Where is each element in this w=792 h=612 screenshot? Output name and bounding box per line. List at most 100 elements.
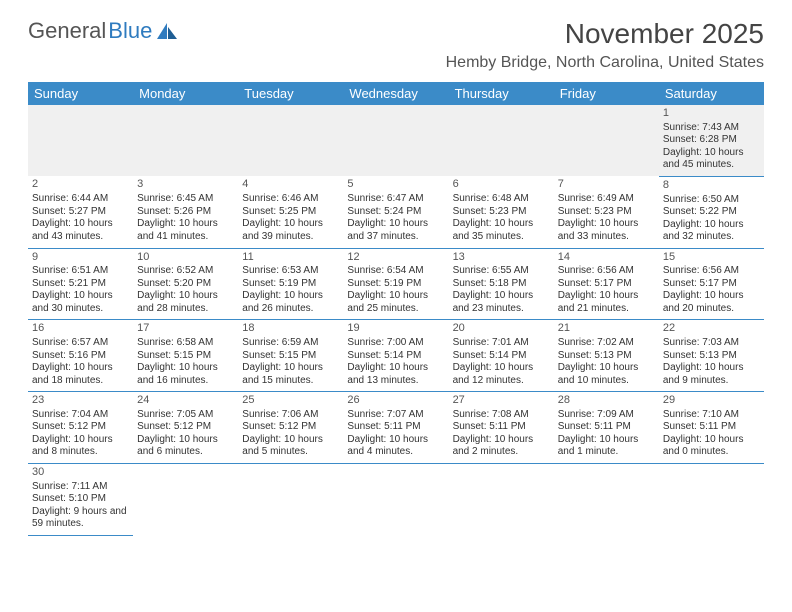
month-title: November 2025 bbox=[446, 18, 764, 50]
daylight-text: Daylight: 10 hours and 5 minutes. bbox=[242, 434, 339, 459]
day-info: Sunrise: 7:03 AMSunset: 5:13 PMDaylight:… bbox=[663, 337, 760, 387]
sunrise-text: Sunrise: 6:50 AM bbox=[663, 194, 760, 207]
sunset-text: Sunset: 5:11 PM bbox=[453, 421, 550, 434]
day-info: Sunrise: 7:05 AMSunset: 5:12 PMDaylight:… bbox=[137, 409, 234, 459]
day-info: Sunrise: 6:56 AMSunset: 5:17 PMDaylight:… bbox=[663, 265, 760, 315]
day-number: 8 bbox=[663, 179, 760, 193]
day-cell: 22Sunrise: 7:03 AMSunset: 5:13 PMDayligh… bbox=[659, 320, 764, 392]
sunrise-text: Sunrise: 7:09 AM bbox=[558, 409, 655, 422]
day-cell: 1Sunrise: 7:43 AMSunset: 6:28 PMDaylight… bbox=[659, 105, 764, 176]
day-header: Tuesday bbox=[238, 82, 343, 105]
day-cell bbox=[659, 463, 764, 535]
day-cell: 10Sunrise: 6:52 AMSunset: 5:20 PMDayligh… bbox=[133, 248, 238, 320]
day-cell: 30Sunrise: 7:11 AMSunset: 5:10 PMDayligh… bbox=[28, 463, 133, 535]
week-row: 23Sunrise: 7:04 AMSunset: 5:12 PMDayligh… bbox=[28, 392, 764, 464]
day-cell: 25Sunrise: 7:06 AMSunset: 5:12 PMDayligh… bbox=[238, 392, 343, 464]
day-cell: 16Sunrise: 6:57 AMSunset: 5:16 PMDayligh… bbox=[28, 320, 133, 392]
sunset-text: Sunset: 6:28 PM bbox=[663, 134, 760, 147]
daylight-text: Daylight: 10 hours and 23 minutes. bbox=[453, 290, 550, 315]
day-cell: 3Sunrise: 6:45 AMSunset: 5:26 PMDaylight… bbox=[133, 176, 238, 248]
sunrise-text: Sunrise: 7:00 AM bbox=[347, 337, 444, 350]
sunrise-text: Sunrise: 6:53 AM bbox=[242, 265, 339, 278]
calendar-page: GeneralBlue November 2025 Hemby Bridge, … bbox=[0, 0, 792, 554]
day-cell bbox=[343, 463, 448, 535]
week-row: 30Sunrise: 7:11 AMSunset: 5:10 PMDayligh… bbox=[28, 463, 764, 535]
daylight-text: Daylight: 10 hours and 26 minutes. bbox=[242, 290, 339, 315]
daylight-text: Daylight: 10 hours and 13 minutes. bbox=[347, 362, 444, 387]
day-number: 6 bbox=[453, 178, 550, 192]
day-cell bbox=[28, 105, 133, 176]
day-cell: 6Sunrise: 6:48 AMSunset: 5:23 PMDaylight… bbox=[449, 176, 554, 248]
day-number: 4 bbox=[242, 178, 339, 192]
daylight-text: Daylight: 10 hours and 15 minutes. bbox=[242, 362, 339, 387]
day-number: 5 bbox=[347, 178, 444, 192]
day-cell bbox=[449, 105, 554, 176]
day-number: 13 bbox=[453, 251, 550, 265]
daylight-text: Daylight: 10 hours and 2 minutes. bbox=[453, 434, 550, 459]
day-cell: 9Sunrise: 6:51 AMSunset: 5:21 PMDaylight… bbox=[28, 248, 133, 320]
sunrise-text: Sunrise: 7:01 AM bbox=[453, 337, 550, 350]
daylight-text: Daylight: 10 hours and 25 minutes. bbox=[347, 290, 444, 315]
day-number: 27 bbox=[453, 394, 550, 408]
day-number: 25 bbox=[242, 394, 339, 408]
day-cell: 26Sunrise: 7:07 AMSunset: 5:11 PMDayligh… bbox=[343, 392, 448, 464]
logo-text-2: Blue bbox=[108, 18, 152, 44]
sunset-text: Sunset: 5:14 PM bbox=[347, 350, 444, 363]
sunset-text: Sunset: 5:10 PM bbox=[32, 493, 129, 506]
day-cell: 13Sunrise: 6:55 AMSunset: 5:18 PMDayligh… bbox=[449, 248, 554, 320]
day-number: 15 bbox=[663, 251, 760, 265]
day-cell bbox=[554, 463, 659, 535]
day-cell bbox=[133, 105, 238, 176]
sunset-text: Sunset: 5:21 PM bbox=[32, 278, 129, 291]
day-info: Sunrise: 7:00 AMSunset: 5:14 PMDaylight:… bbox=[347, 337, 444, 387]
sunset-text: Sunset: 5:26 PM bbox=[137, 206, 234, 219]
sunrise-text: Sunrise: 7:02 AM bbox=[558, 337, 655, 350]
day-info: Sunrise: 6:46 AMSunset: 5:25 PMDaylight:… bbox=[242, 193, 339, 243]
day-number: 23 bbox=[32, 394, 129, 408]
daylight-text: Daylight: 10 hours and 30 minutes. bbox=[32, 290, 129, 315]
sunset-text: Sunset: 5:11 PM bbox=[347, 421, 444, 434]
daylight-text: Daylight: 10 hours and 6 minutes. bbox=[137, 434, 234, 459]
sunset-text: Sunset: 5:14 PM bbox=[453, 350, 550, 363]
daylight-text: Daylight: 10 hours and 39 minutes. bbox=[242, 218, 339, 243]
day-number: 30 bbox=[32, 466, 129, 480]
day-number: 10 bbox=[137, 251, 234, 265]
day-number: 9 bbox=[32, 251, 129, 265]
day-info: Sunrise: 7:04 AMSunset: 5:12 PMDaylight:… bbox=[32, 409, 129, 459]
day-cell: 17Sunrise: 6:58 AMSunset: 5:15 PMDayligh… bbox=[133, 320, 238, 392]
daylight-text: Daylight: 10 hours and 9 minutes. bbox=[663, 362, 760, 387]
day-info: Sunrise: 6:51 AMSunset: 5:21 PMDaylight:… bbox=[32, 265, 129, 315]
week-row: 9Sunrise: 6:51 AMSunset: 5:21 PMDaylight… bbox=[28, 248, 764, 320]
day-header: Monday bbox=[133, 82, 238, 105]
day-info: Sunrise: 7:08 AMSunset: 5:11 PMDaylight:… bbox=[453, 409, 550, 459]
sunrise-text: Sunrise: 6:56 AM bbox=[558, 265, 655, 278]
day-info: Sunrise: 7:43 AMSunset: 6:28 PMDaylight:… bbox=[663, 122, 760, 172]
day-number: 17 bbox=[137, 322, 234, 336]
day-cell: 24Sunrise: 7:05 AMSunset: 5:12 PMDayligh… bbox=[133, 392, 238, 464]
day-number: 11 bbox=[242, 251, 339, 265]
day-info: Sunrise: 7:02 AMSunset: 5:13 PMDaylight:… bbox=[558, 337, 655, 387]
day-number: 14 bbox=[558, 251, 655, 265]
daylight-text: Daylight: 10 hours and 37 minutes. bbox=[347, 218, 444, 243]
day-header: Wednesday bbox=[343, 82, 448, 105]
sunrise-text: Sunrise: 6:56 AM bbox=[663, 265, 760, 278]
daylight-text: Daylight: 10 hours and 45 minutes. bbox=[663, 147, 760, 172]
daylight-text: Daylight: 9 hours and 59 minutes. bbox=[32, 506, 129, 531]
day-info: Sunrise: 6:44 AMSunset: 5:27 PMDaylight:… bbox=[32, 193, 129, 243]
day-cell: 20Sunrise: 7:01 AMSunset: 5:14 PMDayligh… bbox=[449, 320, 554, 392]
daylight-text: Daylight: 10 hours and 43 minutes. bbox=[32, 218, 129, 243]
day-cell bbox=[238, 105, 343, 176]
day-cell: 14Sunrise: 6:56 AMSunset: 5:17 PMDayligh… bbox=[554, 248, 659, 320]
day-cell: 28Sunrise: 7:09 AMSunset: 5:11 PMDayligh… bbox=[554, 392, 659, 464]
day-cell: 4Sunrise: 6:46 AMSunset: 5:25 PMDaylight… bbox=[238, 176, 343, 248]
sunset-text: Sunset: 5:22 PM bbox=[663, 206, 760, 219]
day-info: Sunrise: 6:55 AMSunset: 5:18 PMDaylight:… bbox=[453, 265, 550, 315]
daylight-text: Daylight: 10 hours and 33 minutes. bbox=[558, 218, 655, 243]
sunrise-text: Sunrise: 6:55 AM bbox=[453, 265, 550, 278]
day-info: Sunrise: 7:09 AMSunset: 5:11 PMDaylight:… bbox=[558, 409, 655, 459]
day-info: Sunrise: 6:49 AMSunset: 5:23 PMDaylight:… bbox=[558, 193, 655, 243]
day-number: 16 bbox=[32, 322, 129, 336]
sunset-text: Sunset: 5:11 PM bbox=[663, 421, 760, 434]
day-number: 22 bbox=[663, 322, 760, 336]
sunset-text: Sunset: 5:15 PM bbox=[137, 350, 234, 363]
